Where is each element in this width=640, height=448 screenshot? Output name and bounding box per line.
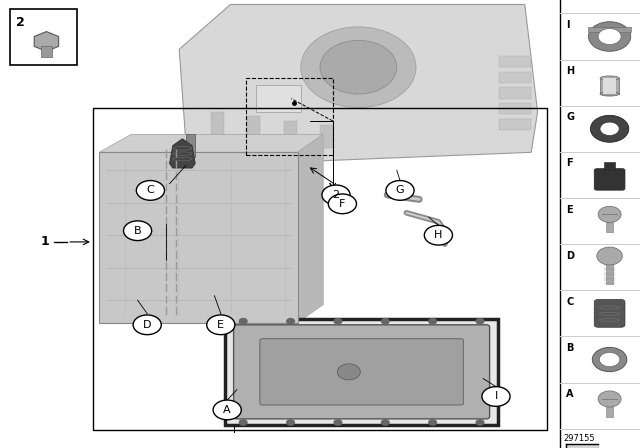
Polygon shape bbox=[99, 134, 323, 152]
Polygon shape bbox=[566, 444, 598, 448]
FancyBboxPatch shape bbox=[234, 325, 490, 419]
Circle shape bbox=[424, 225, 452, 245]
Circle shape bbox=[322, 185, 350, 205]
Circle shape bbox=[133, 315, 161, 335]
Circle shape bbox=[386, 181, 414, 200]
Circle shape bbox=[239, 420, 247, 425]
Circle shape bbox=[476, 420, 484, 425]
Text: G: G bbox=[566, 112, 575, 122]
Bar bbox=[186, 134, 195, 157]
Circle shape bbox=[337, 364, 360, 380]
Bar bbox=[560, 0, 640, 448]
Bar bbox=[499, 119, 531, 130]
Ellipse shape bbox=[600, 76, 620, 81]
Text: 2: 2 bbox=[332, 190, 340, 200]
Bar bbox=[10, 9, 77, 65]
Bar bbox=[284, 121, 296, 148]
Circle shape bbox=[207, 315, 235, 335]
Circle shape bbox=[124, 221, 152, 241]
Text: I: I bbox=[566, 20, 570, 30]
Circle shape bbox=[239, 319, 247, 324]
Polygon shape bbox=[179, 4, 538, 166]
Ellipse shape bbox=[600, 92, 620, 96]
Circle shape bbox=[334, 420, 342, 425]
FancyBboxPatch shape bbox=[595, 300, 625, 327]
Bar bbox=[246, 78, 333, 155]
Circle shape bbox=[301, 27, 416, 108]
Bar bbox=[499, 72, 531, 83]
Bar bbox=[256, 85, 301, 112]
Circle shape bbox=[597, 247, 622, 265]
Bar bbox=[607, 214, 613, 232]
Circle shape bbox=[600, 352, 620, 366]
Circle shape bbox=[213, 400, 241, 420]
Circle shape bbox=[287, 319, 294, 324]
Bar bbox=[589, 26, 631, 32]
Text: C: C bbox=[147, 185, 154, 195]
Text: E: E bbox=[566, 205, 573, 215]
Bar bbox=[225, 319, 498, 425]
Text: G: G bbox=[396, 185, 404, 195]
FancyBboxPatch shape bbox=[260, 339, 463, 405]
Circle shape bbox=[381, 319, 389, 324]
Bar bbox=[605, 260, 614, 284]
Text: F: F bbox=[339, 199, 346, 209]
Circle shape bbox=[287, 420, 294, 425]
Text: B: B bbox=[566, 343, 574, 353]
Text: E: E bbox=[218, 320, 224, 330]
Circle shape bbox=[589, 22, 631, 52]
Bar bbox=[600, 78, 620, 94]
Polygon shape bbox=[34, 31, 59, 52]
Bar bbox=[499, 56, 531, 67]
Text: D: D bbox=[566, 251, 575, 261]
Circle shape bbox=[593, 348, 627, 372]
Bar bbox=[93, 108, 547, 430]
Circle shape bbox=[598, 29, 621, 45]
Text: F: F bbox=[566, 159, 573, 168]
Circle shape bbox=[429, 319, 436, 324]
Bar bbox=[211, 112, 224, 148]
Bar bbox=[99, 152, 298, 323]
Circle shape bbox=[429, 420, 436, 425]
Polygon shape bbox=[298, 134, 323, 323]
Bar bbox=[607, 399, 613, 417]
Circle shape bbox=[598, 391, 621, 407]
Text: A: A bbox=[223, 405, 231, 415]
Text: 297155: 297155 bbox=[563, 434, 595, 443]
Bar bbox=[499, 103, 531, 114]
Circle shape bbox=[328, 194, 356, 214]
Bar bbox=[320, 125, 333, 148]
Text: I: I bbox=[494, 392, 498, 401]
Bar bbox=[604, 78, 616, 94]
FancyBboxPatch shape bbox=[595, 168, 625, 190]
Text: 1: 1 bbox=[40, 235, 49, 249]
Circle shape bbox=[476, 319, 484, 324]
Circle shape bbox=[482, 387, 510, 406]
Polygon shape bbox=[170, 139, 195, 168]
Bar bbox=[605, 162, 615, 171]
Text: A: A bbox=[566, 389, 574, 399]
Text: H: H bbox=[566, 66, 575, 76]
Bar bbox=[499, 87, 531, 99]
Circle shape bbox=[600, 122, 620, 136]
Circle shape bbox=[598, 206, 621, 222]
Text: 2: 2 bbox=[16, 16, 25, 29]
Circle shape bbox=[334, 319, 342, 324]
Circle shape bbox=[381, 420, 389, 425]
Circle shape bbox=[320, 40, 397, 94]
Text: C: C bbox=[566, 297, 573, 307]
Bar bbox=[41, 46, 52, 57]
Circle shape bbox=[136, 181, 164, 200]
Text: B: B bbox=[134, 226, 141, 236]
Bar bbox=[248, 116, 260, 148]
Text: D: D bbox=[143, 320, 152, 330]
Text: H: H bbox=[434, 230, 443, 240]
Circle shape bbox=[590, 116, 629, 142]
